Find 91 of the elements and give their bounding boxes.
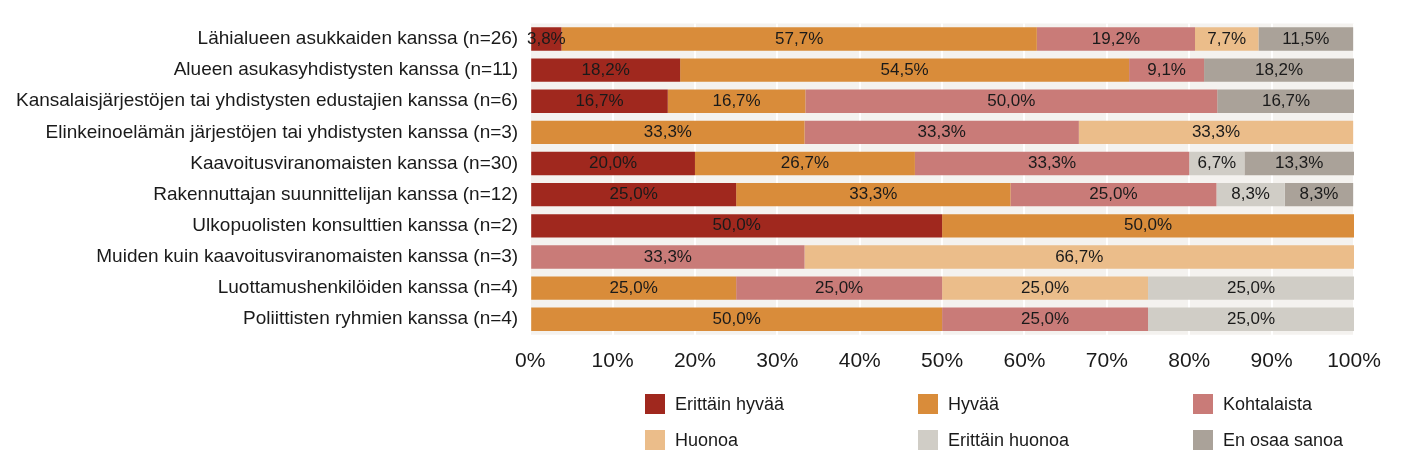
data-label: 7,7% [1207, 28, 1247, 48]
bar [942, 214, 1354, 238]
data-label: 25,0% [815, 277, 864, 297]
data-label: 9,1% [1147, 59, 1186, 79]
data-label: 11,5% [1282, 28, 1330, 48]
y-tick-label: Muiden kuin kaavoitusviranomaisten kanssa (n=3) [96, 245, 519, 267]
y-tick-label: Elinkeinoelämän järjestöjen tai yhdistysten kanssa (n=3) [45, 120, 519, 142]
data-label: 8,3% [1299, 184, 1339, 204]
bar [805, 89, 1218, 113]
data-label: 25,0% [1020, 277, 1070, 297]
bar [804, 245, 1354, 269]
legend-label: Kohtalaista [1223, 393, 1313, 415]
bar [1010, 182, 1217, 207]
x-tick-label: 10% [591, 348, 634, 372]
data-label: 18,2% [1254, 59, 1304, 79]
legend-label: Hyvää [948, 393, 1000, 415]
data-label: 33,3% [643, 246, 692, 266]
x-tick-label: 50% [921, 348, 964, 372]
data-label: 33,3% [1191, 122, 1241, 142]
x-tick-label: 70% [1085, 348, 1128, 372]
data-label: 33,3% [643, 122, 692, 142]
data-label: 16,7% [1261, 90, 1311, 110]
data-label: 54,5% [880, 59, 929, 79]
data-label: 25,0% [609, 277, 658, 297]
legend-label: En osaa sanoa [1223, 429, 1344, 451]
x-tick-label: 20% [673, 348, 716, 372]
data-label: 16,7% [712, 90, 761, 110]
data-label: 18,2% [581, 59, 630, 79]
x-tick-label: 0% [515, 348, 546, 372]
y-tick-label: Alueen asukasyhdistysten kanssa (n=11) [173, 58, 519, 80]
x-tick-label: 80% [1168, 348, 1211, 372]
bar [1258, 27, 1354, 51]
bar [531, 214, 943, 238]
legend-label: Erittäin hyvää [675, 393, 785, 415]
bar [531, 151, 695, 176]
bar [736, 182, 1011, 207]
x-tick-label: 60% [1003, 348, 1046, 372]
y-tick-label: Poliittisten ryhmien kanssa (n=4) [243, 307, 519, 329]
data-label: 19,2% [1091, 28, 1141, 48]
bar [680, 58, 1130, 82]
data-label: 50,0% [712, 215, 761, 235]
y-tick-label: Kaavoitusviranomaisten kanssa (n=30) [190, 151, 519, 173]
bar [1217, 89, 1354, 113]
bar [531, 89, 668, 113]
data-label: 33,3% [849, 184, 898, 204]
bar [804, 120, 1079, 145]
bar [1036, 27, 1196, 51]
y-tick-label: Rakennuttajan suunnittelijan kanssa (n=12) [153, 182, 519, 204]
bar [531, 307, 943, 331]
bar [531, 58, 681, 82]
bar [694, 151, 915, 176]
bar [531, 245, 805, 269]
data-label: 16,7% [575, 90, 624, 110]
data-label: 6,7% [1197, 153, 1237, 173]
data-label: 33,3% [1027, 153, 1077, 173]
data-label: 20,0% [588, 153, 638, 173]
y-tick-label: Ulkopuolisten konsulttien kanssa (n=2) [192, 214, 519, 236]
data-label: 50,0% [987, 90, 1036, 110]
data-label: 57,7% [775, 28, 824, 48]
legend-label: Huonoa [675, 429, 739, 451]
data-label: 25,0% [609, 184, 658, 204]
bar [1078, 120, 1354, 145]
x-tick-label: 100% [1327, 348, 1381, 372]
bar [1148, 307, 1354, 331]
bar [1148, 276, 1354, 300]
data-label: 13,3% [1275, 153, 1324, 173]
bar [531, 120, 805, 145]
data-label: 26,7% [780, 153, 830, 173]
data-label: 50,0% [712, 308, 761, 328]
bar [914, 151, 1190, 176]
y-tick-label: Luottamushenkilöiden kanssa (n=4) [217, 276, 519, 298]
data-label: 25,0% [1226, 277, 1276, 297]
data-label: 8,3% [1231, 184, 1270, 204]
data-label: 50,0% [1123, 215, 1173, 235]
y-tick-label: Lähialueen asukkaiden kanssa (n=26) [197, 27, 519, 49]
bar [531, 182, 737, 207]
legend-label: Erittäin huonoa [948, 429, 1070, 451]
data-label: 25,0% [1089, 184, 1138, 204]
data-label: 25,0% [1020, 308, 1070, 328]
bar [942, 276, 1149, 300]
bar [1204, 58, 1354, 82]
x-tick-label: 40% [838, 348, 881, 372]
x-tick-label: 90% [1250, 348, 1293, 372]
x-tick-label: 30% [756, 348, 799, 372]
bar [942, 307, 1149, 331]
data-label: 33,3% [917, 122, 966, 142]
data-label: 25,0% [1226, 308, 1276, 328]
bar [531, 276, 737, 300]
data-label: 66,7% [1055, 246, 1104, 266]
y-tick-label: Kansalaisjärjestöjen tai yhdistysten edustajien kanssa (n=6) [16, 89, 519, 111]
bar [736, 276, 943, 300]
